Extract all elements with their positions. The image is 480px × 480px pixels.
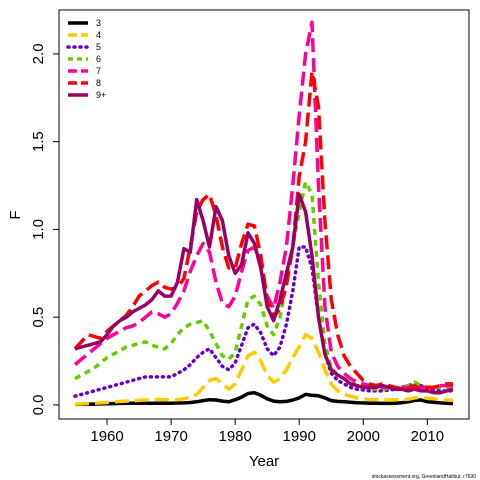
y-tick-label: 1.0 [30,219,47,240]
series-line-6 [74,180,453,391]
series-line-9plus [74,192,454,395]
x-tick-label: 1970 [154,428,187,445]
y-axis-title: F [7,210,24,219]
y-tick-label: 1.5 [30,131,47,152]
legend-label: 7 [96,66,101,76]
credit-note: stockassessment.org, GreenlandHalibut, r… [372,474,476,480]
y-tick-label: 0.5 [30,307,47,328]
legend-label: 6 [96,54,101,64]
legend-label: 5 [96,42,101,52]
legend-label: 3 [96,18,101,28]
x-tick-label: 1980 [218,428,251,445]
x-tick-label: 1990 [283,428,316,445]
x-axis: 1960 1970 1980 1990 2000 2010 [90,419,444,445]
series-line-3 [74,390,454,407]
y-tick-label: 2.0 [30,43,47,64]
legend: 3 4 5 6 7 8 9+ [66,18,106,100]
x-tick-label: 2010 [411,428,444,445]
legend-label: 8 [96,78,101,88]
x-axis-title: Year [249,453,279,470]
legend-label: 9+ [96,90,106,100]
x-tick-label: 2000 [347,428,380,445]
series-lines [73,20,455,407]
series-line-8 [73,69,453,391]
series-line-5 [73,245,455,398]
y-axis: 0.0 0.5 1.0 1.5 2.0 [30,43,59,415]
legend-label: 4 [96,30,101,40]
x-tick-label: 1960 [90,428,123,445]
series-line-7 [73,20,453,390]
y-tick-label: 0.0 [30,395,47,416]
plot-frame [58,9,470,420]
series-line-4 [74,332,454,406]
